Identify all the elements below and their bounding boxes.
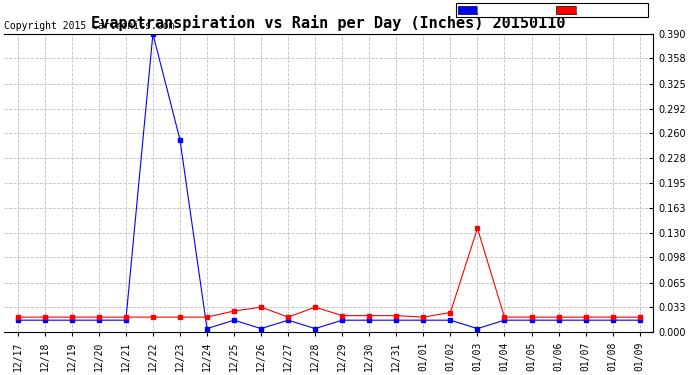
Legend: Rain (Inches), ET  (Inches): Rain (Inches), ET (Inches): [456, 3, 649, 17]
Title: Evapotranspiration vs Rain per Day (Inches) 20150110: Evapotranspiration vs Rain per Day (Inch…: [92, 15, 566, 32]
Text: Copyright 2015 Cartronics.com: Copyright 2015 Cartronics.com: [4, 21, 175, 31]
